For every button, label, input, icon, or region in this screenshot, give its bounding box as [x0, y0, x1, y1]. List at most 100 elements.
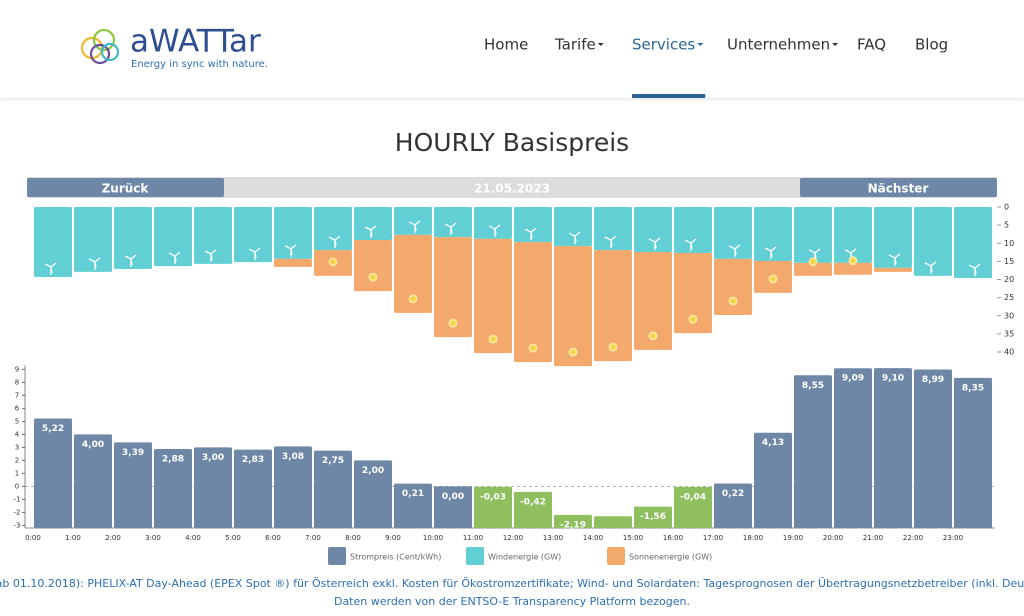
turbine-icon: [684, 238, 697, 252]
x-tick-label: 23:00: [943, 534, 963, 542]
y-tick-label: 30: [1004, 311, 1014, 320]
prev-label[interactable]: Zurück: [102, 182, 150, 196]
solar-bar: [874, 267, 912, 272]
turbine-icon: [604, 235, 617, 249]
sun-icon: [328, 257, 338, 267]
wind-bar: [634, 207, 672, 252]
price-bar: [114, 442, 152, 528]
solar-bar: [434, 237, 472, 338]
value-label: 3,08: [282, 452, 304, 462]
price-bar: [794, 375, 832, 528]
y-tick-label: -2: [14, 508, 21, 516]
next-button[interactable]: [800, 178, 997, 197]
value-label: -0,03: [480, 492, 506, 502]
legend-label: Strompreis (Cent/kWh): [350, 553, 441, 562]
wind-bar: [594, 207, 632, 251]
dropdown-caret: [597, 43, 604, 46]
footer-line: Daten werden von der ENTSO-E Transparenc…: [334, 595, 690, 608]
sun-icon: [568, 347, 578, 357]
value-label: 5,22: [42, 424, 64, 434]
x-tick-label: 16:00: [663, 534, 683, 542]
turbine-icon: [408, 220, 421, 233]
sun-icon: [368, 272, 378, 282]
price-bar: [594, 516, 632, 528]
y-tick-label: 4: [15, 430, 20, 438]
turbine-icon: [488, 224, 501, 237]
price-bar: [754, 432, 792, 528]
turbine-icon: [968, 263, 981, 277]
wind-bar: [754, 207, 792, 262]
sun-icon: [688, 314, 698, 324]
legend-label: Windenergie (GW): [488, 553, 561, 562]
value-label: 9,10: [882, 374, 904, 384]
turbine-icon: [524, 227, 537, 241]
solar-bar: [394, 234, 432, 313]
nav-item[interactable]: Services: [632, 36, 695, 54]
price-bar: [714, 483, 752, 528]
y-tick-label: 0: [1004, 203, 1009, 212]
wind-bar: [354, 207, 392, 240]
sun-icon: [768, 274, 778, 284]
charts: 0 5 10 15 20 25 30 35 40 -3 -2 -1 0 1 2 3 4 5 6 7 8 9 0:00 5,22…: [14, 203, 1014, 565]
solar-bar: [354, 239, 392, 292]
nav-active-indicator: [632, 94, 706, 98]
turbine-icon: [44, 262, 57, 275]
wind-bar: [154, 207, 192, 267]
price-bar: [394, 483, 432, 528]
next-label[interactable]: Nächster: [868, 182, 929, 196]
sun-icon: [408, 294, 418, 304]
solar-bar: [594, 250, 632, 362]
price-bar: [34, 418, 72, 528]
sun-icon: [728, 296, 738, 306]
nav-item[interactable]: FAQ: [857, 36, 886, 54]
x-tick-label: 11:00: [463, 534, 483, 542]
price-bar: [674, 486, 712, 528]
legend-label: Sonnenenergie (GW): [629, 553, 712, 562]
dropdown-caret: [832, 43, 839, 46]
x-tick-label: 6:00: [265, 534, 281, 542]
wind-bar: [474, 207, 512, 239]
value-label: -0,42: [520, 497, 546, 507]
price-bar: [354, 460, 392, 528]
wind-bar: [914, 207, 952, 276]
x-tick-label: 17:00: [703, 534, 723, 542]
price-bar: [434, 486, 472, 528]
turbine-icon: [88, 257, 101, 270]
header-bar: [0, 0, 1024, 98]
y-tick-label: -3: [14, 521, 21, 529]
y-tick-label: 7: [15, 391, 19, 399]
price-bar: [954, 377, 992, 528]
value-label: -2,19: [560, 520, 586, 530]
value-label: 0,22: [722, 489, 744, 499]
legend-swatch: [466, 547, 484, 565]
price-bar: [914, 369, 952, 528]
solar-bar: [794, 262, 832, 276]
logo-text[interactable]: aWATTar: [130, 24, 261, 60]
wind-bar: [874, 207, 912, 268]
nav-item[interactable]: Unternehmen: [727, 36, 830, 54]
nav-item[interactable]: Blog: [915, 36, 948, 54]
nav-item[interactable]: Home: [484, 36, 528, 54]
logo-icon: [80, 28, 120, 65]
y-tick-label: 8: [15, 378, 19, 386]
y-tick-label: 3: [15, 443, 19, 451]
legend-swatch: [328, 547, 346, 565]
x-tick-label: 15:00: [623, 534, 643, 542]
value-label: 2,83: [242, 455, 264, 465]
solar-bar: [834, 262, 872, 275]
turbine-icon: [284, 244, 297, 257]
nav-item[interactable]: Tarife: [554, 36, 596, 54]
nav: Home Tarife Services Unternehmen FAQ Blog: [484, 36, 948, 98]
y-tick-label: -1: [14, 495, 21, 503]
prev-button[interactable]: [27, 178, 224, 197]
turbine-icon: [808, 248, 821, 261]
page-title: HOURLY Basispreis: [395, 128, 629, 157]
price-bar: [874, 368, 912, 528]
value-label: 9,09: [842, 374, 864, 384]
value-label: 3,00: [202, 453, 224, 463]
solar-bar: [514, 242, 552, 363]
y-tick-label: 25: [1004, 293, 1014, 302]
value-label: 4,13: [762, 438, 784, 448]
